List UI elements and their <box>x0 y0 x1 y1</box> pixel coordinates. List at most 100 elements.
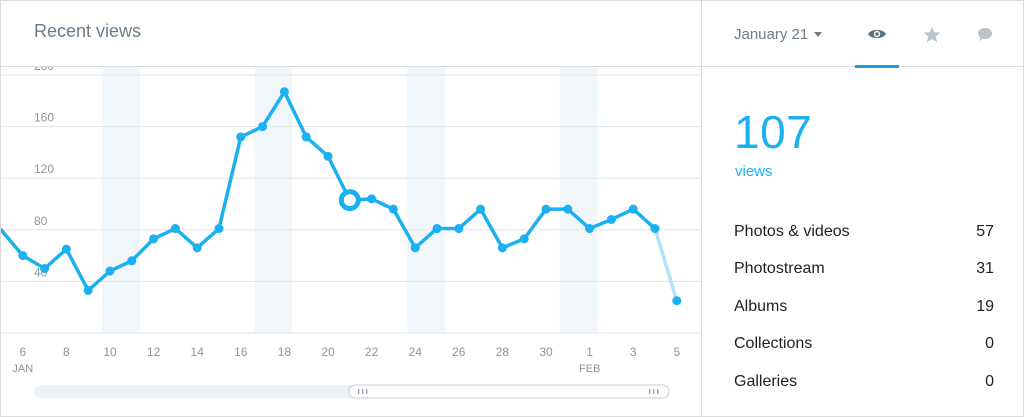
x-tick-label: 3 <box>630 345 637 359</box>
scrollbar-left-grip[interactable] <box>358 389 368 394</box>
x-tick-label: 20 <box>321 345 335 359</box>
summary-header: January 21 <box>702 1 1024 68</box>
data-point <box>628 204 638 214</box>
data-point <box>170 224 180 234</box>
data-point <box>279 87 289 97</box>
stat-row-photostream: Photostream 31 <box>734 251 994 289</box>
data-point <box>18 251 28 261</box>
x-tick-label: 30 <box>539 345 553 359</box>
highlighted-data-point <box>338 189 361 212</box>
y-tick-label: 80 <box>34 214 48 228</box>
data-point <box>40 264 50 273</box>
stat-value: 0 <box>985 335 994 353</box>
y-tick-label: 120 <box>34 162 54 176</box>
data-point <box>61 244 71 254</box>
data-point <box>83 285 93 295</box>
data-point <box>323 151 333 161</box>
data-point <box>497 243 507 253</box>
stat-value: 19 <box>976 297 994 315</box>
comment-icon <box>978 27 992 41</box>
stat-label: Collections <box>734 335 813 353</box>
projected-line <box>653 226 679 303</box>
stat-row-galleries: Galleries 0 <box>734 363 994 401</box>
eye-icon <box>868 29 886 39</box>
weekend-band <box>559 67 598 333</box>
x-tick-label: 14 <box>191 345 205 359</box>
caret-down-icon <box>814 32 823 37</box>
data-point <box>258 122 268 132</box>
data-point <box>301 132 311 142</box>
x-tick-label: 28 <box>496 345 510 359</box>
data-point <box>149 234 159 244</box>
panel-title: Recent views <box>34 21 142 41</box>
star-icon <box>923 26 941 42</box>
timeline-scrollbar[interactable] <box>34 384 670 399</box>
chart-grid <box>1 74 701 334</box>
date-selector-label: January 21 <box>734 25 809 43</box>
recent-views-panel: Recent views 4080120160200 6810121416182… <box>1 1 701 416</box>
views-line-chart[interactable]: 4080120160200 68101214161820222426283013… <box>1 67 701 417</box>
stat-row-photos-videos: Photos & videos 57 <box>734 213 994 251</box>
data-point <box>476 204 486 214</box>
data-point <box>454 224 464 234</box>
data-point <box>606 214 616 224</box>
stat-value: 31 <box>976 260 994 278</box>
data-point <box>541 204 551 214</box>
total-views-label: views <box>735 163 773 180</box>
panel-header: Recent views <box>1 1 701 67</box>
x-tick-label: 10 <box>103 345 117 359</box>
x-tick-label: 26 <box>452 345 466 359</box>
x-tick-label: 16 <box>234 345 248 359</box>
stat-label: Albums <box>734 297 788 315</box>
weekend-band <box>102 67 140 333</box>
data-point <box>367 194 377 204</box>
x-tick-label: 6 <box>19 345 26 359</box>
data-point <box>105 266 115 276</box>
stat-row-collections: Collections 0 <box>734 326 994 364</box>
y-tick-label: 200 <box>34 67 54 73</box>
stat-label: Galleries <box>734 372 798 390</box>
scrollbar-right-grip[interactable] <box>649 389 659 394</box>
scrollbar-thumb[interactable] <box>348 384 670 399</box>
month-labels: JAN FEB <box>12 363 600 375</box>
x-tick-label: 12 <box>147 345 161 359</box>
month-label: FEB <box>579 363 600 375</box>
data-point <box>214 224 224 234</box>
series-points <box>18 87 682 306</box>
weekend-bands <box>102 67 598 333</box>
weekend-band <box>407 67 445 333</box>
data-point <box>236 132 246 142</box>
y-axis-ticks: 4080120160200 <box>34 67 54 279</box>
summary-panel: January 21 107 vie <box>701 1 1024 416</box>
series-line <box>1 90 657 293</box>
tab-comments[interactable] <box>963 1 1007 67</box>
data-point <box>432 224 442 234</box>
month-label: JAN <box>12 363 33 375</box>
stats-list: Photos & videos 57 Photostream 31 Albums… <box>734 213 994 401</box>
data-point <box>650 224 660 234</box>
x-tick-label: 1 <box>586 345 593 359</box>
x-tick-label: 8 <box>63 345 70 359</box>
date-selector[interactable]: January 21 <box>734 23 823 45</box>
y-tick-label: 160 <box>34 111 54 125</box>
tab-views[interactable] <box>855 1 899 68</box>
data-point <box>563 204 573 214</box>
x-tick-label: 24 <box>409 345 423 359</box>
data-point <box>127 256 137 266</box>
x-tick-label: 5 <box>673 345 680 359</box>
data-point <box>519 234 529 244</box>
total-views-count: 107 <box>734 106 813 158</box>
data-point <box>585 224 595 234</box>
stat-row-albums: Albums 19 <box>734 288 994 326</box>
stat-value: 57 <box>976 222 994 240</box>
x-tick-label: 22 <box>365 345 379 359</box>
stat-value: 0 <box>985 372 994 390</box>
stat-label: Photostream <box>734 260 825 278</box>
x-axis-ticks: 6 8 10 12 14 16 18 20 22 24 26 28 30 1 3 5 <box>19 345 680 359</box>
x-tick-label: 18 <box>278 345 292 359</box>
data-point <box>388 204 398 214</box>
data-point <box>192 243 202 253</box>
tab-faves[interactable] <box>910 1 954 67</box>
data-point <box>410 243 420 253</box>
